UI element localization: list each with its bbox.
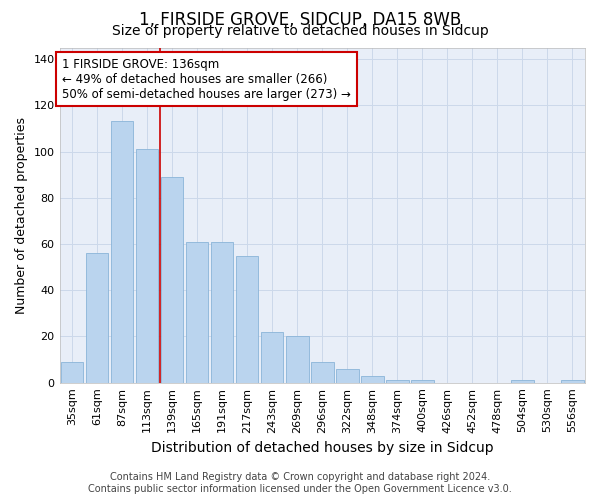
Text: 1, FIRSIDE GROVE, SIDCUP, DA15 8WB: 1, FIRSIDE GROVE, SIDCUP, DA15 8WB: [139, 11, 461, 29]
Bar: [361, 376, 383, 382]
Bar: [511, 380, 534, 382]
Y-axis label: Number of detached properties: Number of detached properties: [15, 116, 28, 314]
Bar: [211, 242, 233, 382]
Bar: [561, 380, 584, 382]
Bar: [161, 177, 184, 382]
Bar: [411, 380, 434, 382]
Bar: [61, 362, 83, 382]
Text: 1 FIRSIDE GROVE: 136sqm
← 49% of detached houses are smaller (266)
50% of semi-d: 1 FIRSIDE GROVE: 136sqm ← 49% of detache…: [62, 58, 351, 100]
Bar: [311, 362, 334, 382]
Text: Contains HM Land Registry data © Crown copyright and database right 2024.
Contai: Contains HM Land Registry data © Crown c…: [88, 472, 512, 494]
Bar: [86, 253, 109, 382]
Bar: [111, 122, 133, 382]
Bar: [236, 256, 259, 382]
Bar: [261, 332, 283, 382]
Bar: [286, 336, 308, 382]
Bar: [136, 149, 158, 382]
X-axis label: Distribution of detached houses by size in Sidcup: Distribution of detached houses by size …: [151, 441, 494, 455]
Text: Size of property relative to detached houses in Sidcup: Size of property relative to detached ho…: [112, 24, 488, 38]
Bar: [386, 380, 409, 382]
Bar: [336, 369, 359, 382]
Bar: [186, 242, 208, 382]
